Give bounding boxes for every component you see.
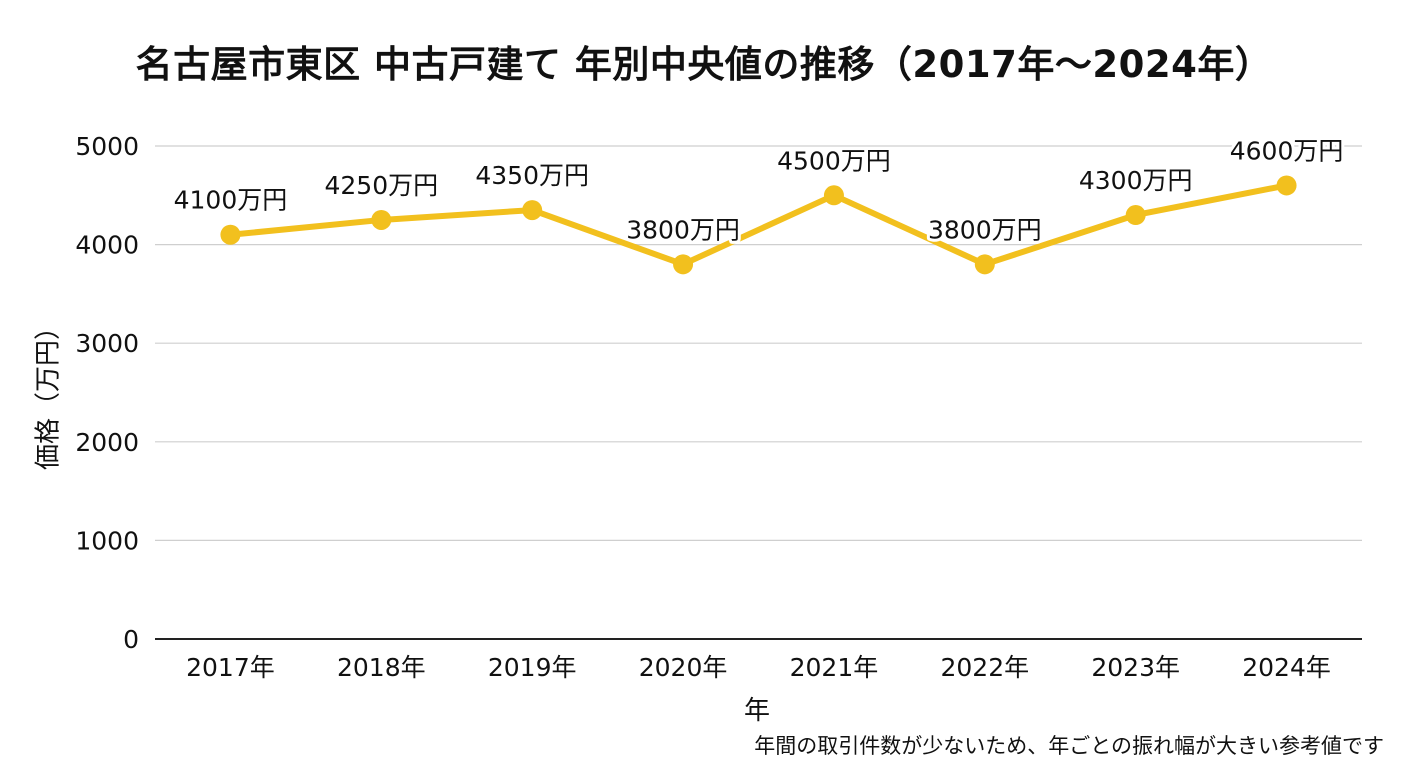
series-line	[227, 182, 1290, 268]
data-label: 4600万円	[1230, 136, 1344, 165]
data-label: 4500万円	[777, 146, 891, 175]
x-tick-label: 2017年	[186, 653, 275, 682]
data-point	[1125, 205, 1146, 226]
data-point	[522, 200, 543, 221]
y-tick-label: 2000	[75, 428, 139, 457]
x-tick-label: 2019年	[488, 653, 577, 682]
x-tick-label: 2023年	[1091, 653, 1180, 682]
y-tick-label: 5000	[75, 132, 139, 161]
data-label: 3800万円	[928, 215, 1042, 244]
data-label: 4350万円	[475, 161, 589, 190]
y-tick-label: 4000	[75, 231, 139, 260]
data-point	[371, 209, 392, 230]
data-point	[220, 224, 241, 245]
x-tick-label: 2022年	[941, 653, 1030, 682]
chart-title: 名古屋市東区 中古戸建て 年別中央値の推移（2017年〜2024年）	[135, 43, 1273, 86]
x-tick-label: 2024年	[1242, 653, 1331, 682]
data-point	[823, 185, 844, 206]
x-axis-label: 年	[743, 696, 771, 726]
chart-footnote: 年間の取引件数が少ないため、年ごとの振れ幅が大きい参考値です	[754, 734, 1384, 758]
x-tick-label: 2021年	[790, 653, 879, 682]
data-point	[974, 254, 995, 275]
y-tick-label: 0	[123, 625, 139, 654]
x-tick-label: 2020年	[639, 653, 728, 682]
x-tick-label: 2018年	[337, 653, 426, 682]
data-label: 3800万円	[626, 215, 740, 244]
data-label: 4300万円	[1079, 166, 1193, 195]
data-label: 4250万円	[325, 171, 439, 200]
y-tick-label: 3000	[75, 329, 139, 358]
y-tick-label: 1000	[75, 526, 139, 555]
y-axis-label: 価格（万円）	[33, 313, 64, 471]
data-point	[673, 254, 694, 275]
data-point	[1276, 175, 1297, 196]
data-label: 4100万円	[174, 186, 288, 215]
